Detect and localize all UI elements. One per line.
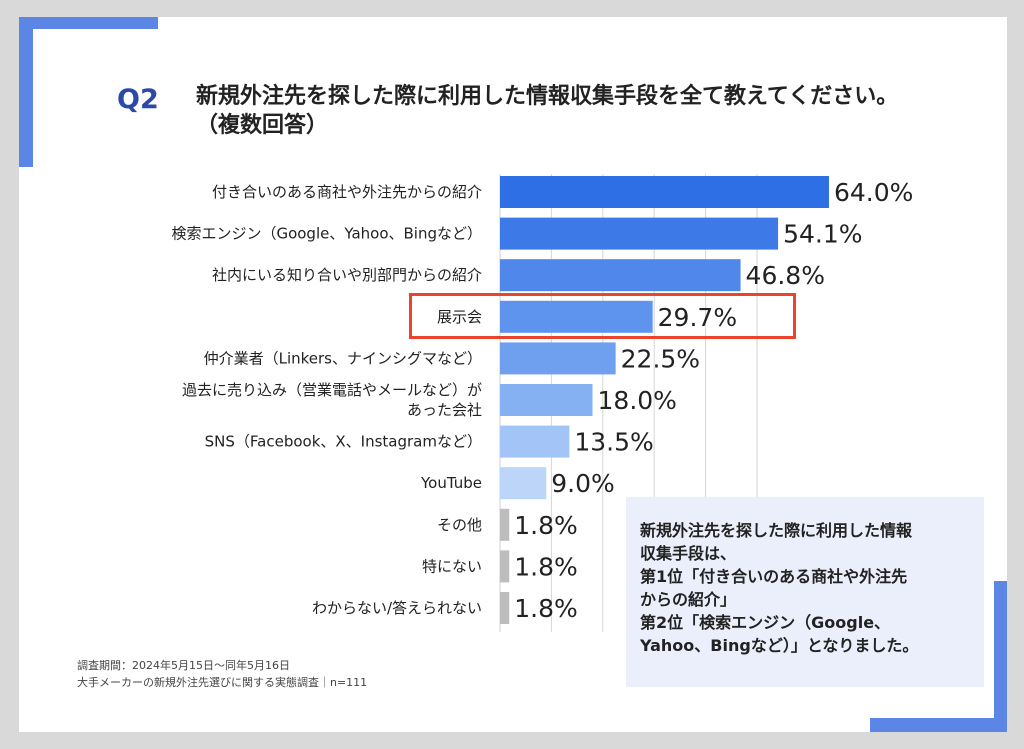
category-label: 検索エンジン（Google、Yahoo、Bingなど） <box>171 225 482 243</box>
category-label: 付き合いのある商社や外注先からの紹介 <box>212 183 482 201</box>
footnote: 調査期間：2024年5月15日〜同年5月16日 大手メーカーの新規外注先選びに関… <box>77 657 367 691</box>
category-label: 過去に売り込み（営業電話やメールなど）が <box>182 381 482 399</box>
bar <box>500 176 829 208</box>
question-number: Q2 <box>117 84 159 115</box>
category-label: 社内にいる知り合いや別部門からの紹介 <box>212 266 482 284</box>
data-label: 9.0% <box>551 469 615 498</box>
category-label: 特にない <box>422 557 482 575</box>
category-label: YouTube <box>420 474 482 492</box>
bar <box>500 342 616 375</box>
question-line-2: （複数回答） <box>196 113 329 138</box>
summary-line-4: からの紹介」 <box>640 590 737 609</box>
survey-period: 調査期間：2024年5月15日〜同年5月16日 <box>77 659 290 672</box>
data-label: 54.1% <box>783 220 862 249</box>
data-label: 1.8% <box>514 552 578 581</box>
category-label: その他 <box>437 516 482 534</box>
question-text: 新規外注先を探した際に利用した情報収集手段を全て教えてください。 （複数回答） <box>196 82 986 140</box>
bar <box>500 259 741 292</box>
bar <box>500 300 653 333</box>
decor-corner-top-left-horizontal <box>33 17 158 29</box>
category-label: SNS（Facebook、X、Instagramなど） <box>205 433 482 451</box>
data-label: 13.5% <box>574 428 653 457</box>
category-label: わからない/答えられない <box>312 599 482 617</box>
category-label: 仲介業者（Linkers、ナインシグマなど） <box>204 349 482 367</box>
survey-title: 大手メーカーの新規外注先選びに関する実態調査｜n=111 <box>77 676 368 689</box>
summary-line-6: Yahoo、Bingなど）」となりました。 <box>640 636 919 655</box>
decor-corner-top-left-vertical <box>19 17 33 167</box>
data-label: 1.8% <box>514 511 578 540</box>
category-label: あった会社 <box>407 401 482 419</box>
bar <box>500 467 547 500</box>
category-label: 展示会 <box>437 308 482 326</box>
data-label: 18.0% <box>598 386 677 415</box>
summary-line-5: 第2位「検索エンジン（Google、 <box>640 613 891 632</box>
highlight-box <box>409 293 796 339</box>
summary-line-1: 新規外注先を探した際に利用した情報 <box>640 521 913 540</box>
data-label: 46.8% <box>746 261 825 290</box>
data-label: 64.0% <box>834 178 913 207</box>
summary-line-3: 第1位「付き合いのある商社や外注先 <box>640 567 908 586</box>
bar <box>500 425 570 458</box>
data-label: 1.8% <box>514 594 578 623</box>
decor-corner-bottom-right-vertical <box>994 581 1007 732</box>
summary-line-2: 収集手段は、 <box>640 544 737 563</box>
data-label: 22.5% <box>621 344 700 373</box>
bar <box>500 217 779 250</box>
summary-box: 新規外注先を探した際に利用した情報 収集手段は、 第1位「付き合いのある商社や外… <box>626 497 984 687</box>
bar <box>500 508 510 541</box>
bar <box>500 592 510 624</box>
decor-corner-bottom-right-horizontal <box>870 718 1007 732</box>
data-label: 29.7% <box>658 303 737 332</box>
bar <box>500 384 593 416</box>
question-line-1: 新規外注先を探した際に利用した情報収集手段を全て教えてください。 <box>196 84 899 109</box>
bar <box>500 550 510 583</box>
